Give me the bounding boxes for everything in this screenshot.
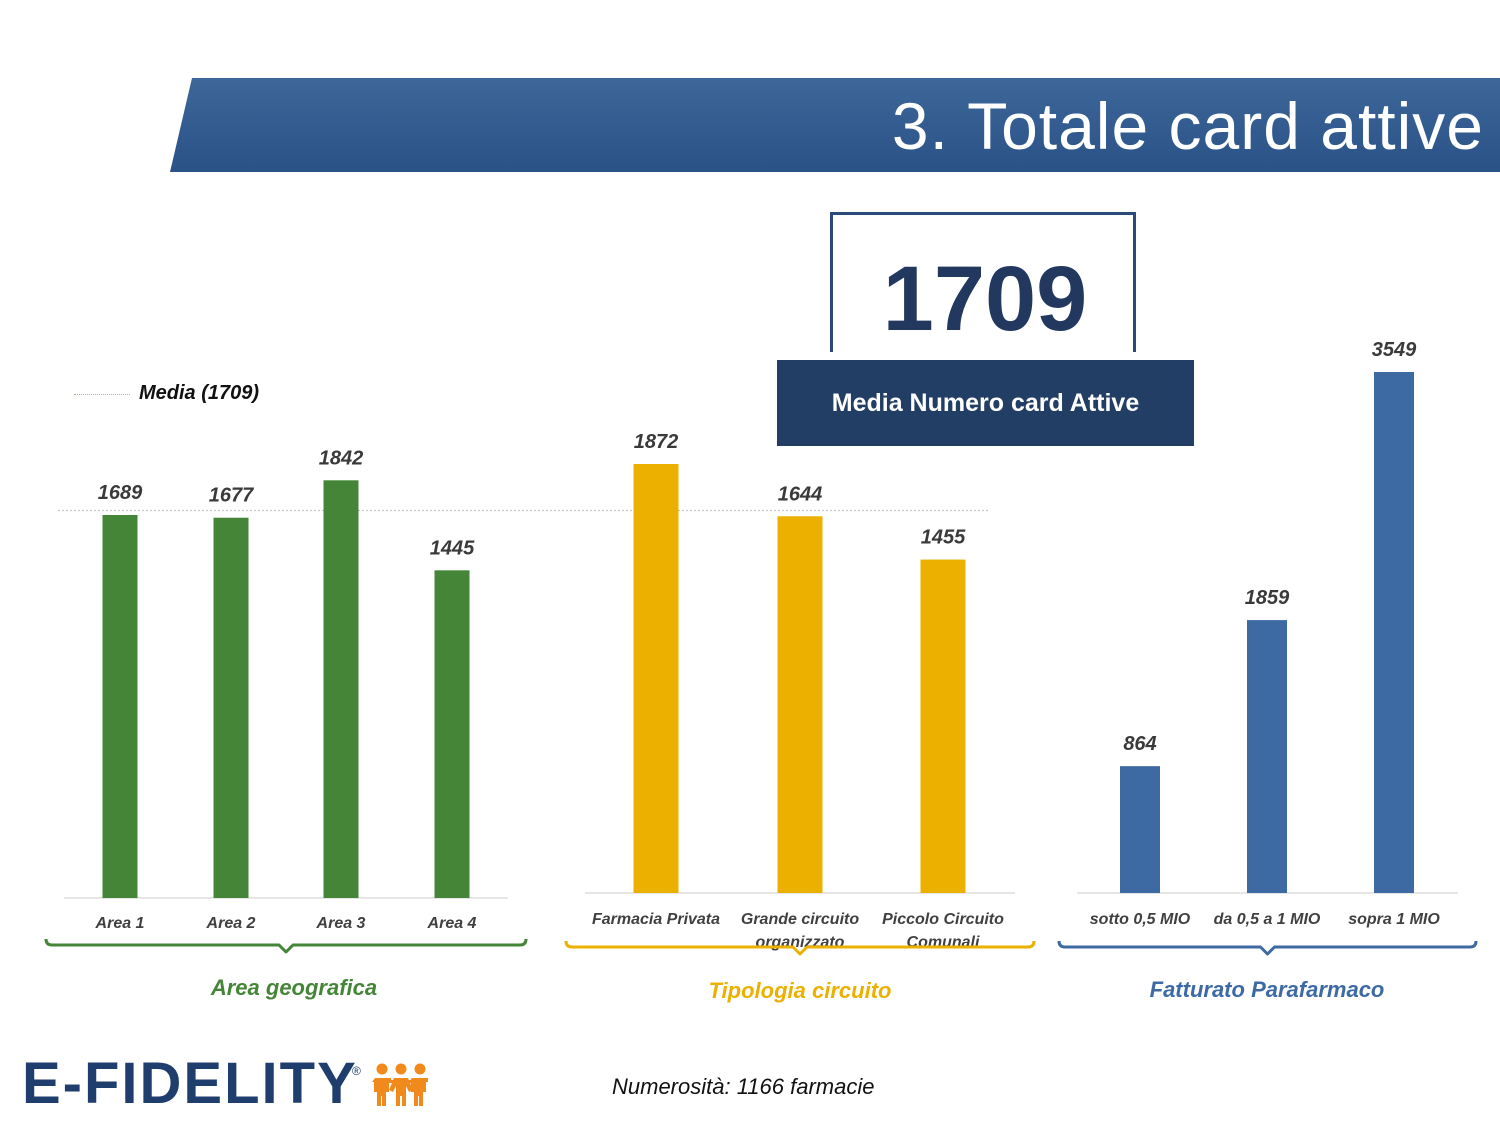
category-label: Piccolo Circuito xyxy=(882,911,1004,928)
bar xyxy=(323,480,359,898)
data-label: 1445 xyxy=(430,537,475,559)
data-label: 1677 xyxy=(209,485,254,507)
category-label: sotto 0,5 MIO xyxy=(1090,911,1191,928)
data-label: 1689 xyxy=(98,482,143,504)
kpi-value: 1709 xyxy=(882,248,1088,350)
group-label-area-geografica: Area geografica xyxy=(210,975,378,1000)
legend-average-line xyxy=(74,394,130,395)
data-label: 1859 xyxy=(1245,587,1290,609)
kpi-label: Media Numero card Attive xyxy=(777,360,1194,446)
bar xyxy=(102,515,138,898)
category-label: da 0,5 a 1 MIO xyxy=(1214,911,1321,928)
category-label: Area 1 xyxy=(95,915,145,932)
people-icon xyxy=(372,1063,428,1106)
data-label: 3549 xyxy=(1372,339,1417,361)
bar xyxy=(920,559,966,893)
category-label: Grande circuito xyxy=(741,911,859,928)
group-bracket xyxy=(564,940,1036,956)
kpi-frame xyxy=(830,212,1136,352)
bar xyxy=(1247,620,1287,893)
data-label: 1842 xyxy=(319,447,364,469)
data-label: 1644 xyxy=(778,483,823,505)
logo-registered-mark: ® xyxy=(352,1064,361,1078)
logo: E-FIDELITY xyxy=(22,1051,358,1116)
category-label: Area 4 xyxy=(427,915,477,932)
footnote: Numerosità: 1166 farmacie xyxy=(612,1074,875,1099)
bar xyxy=(213,517,249,898)
category-label: Farmacia Privata xyxy=(592,911,720,928)
bar xyxy=(633,464,679,893)
group-bracket xyxy=(1057,940,1478,956)
category-label: Area 2 xyxy=(206,915,256,932)
group-bracket xyxy=(44,938,528,954)
data-label: 864 xyxy=(1123,733,1156,755)
bar xyxy=(434,570,470,898)
category-label: Area 3 xyxy=(316,915,366,932)
data-label: 1455 xyxy=(921,527,966,549)
category-label: sopra 1 MIO xyxy=(1348,911,1440,928)
bar xyxy=(1120,766,1160,893)
legend-average-label: Media (1709) xyxy=(139,382,260,404)
group-label-fatturato-parafarmaco: Fatturato Parafarmaco xyxy=(1149,977,1385,1002)
bar xyxy=(1374,372,1414,893)
bar xyxy=(777,516,823,893)
page-title: 3. Totale card attive xyxy=(891,89,1484,163)
group-label-tipologia-circuito: Tipologia circuito xyxy=(708,978,892,1003)
data-label: 1872 xyxy=(634,431,679,453)
title-banner xyxy=(170,78,1500,172)
